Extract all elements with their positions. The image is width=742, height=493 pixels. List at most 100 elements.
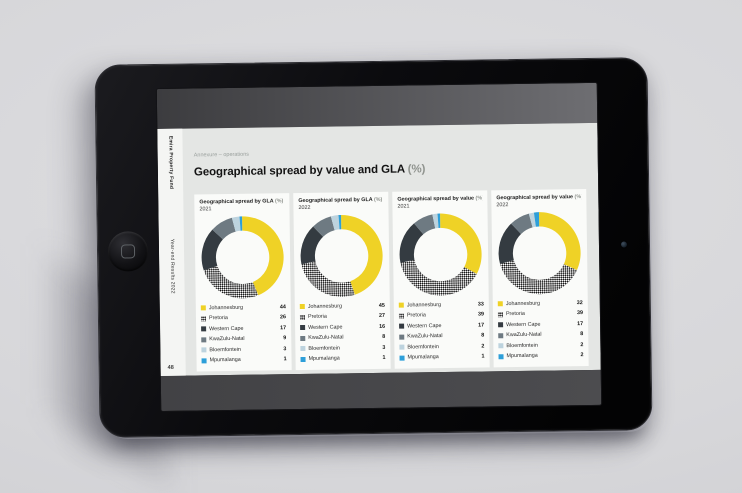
chart-year: 2022 [496, 201, 509, 208]
donut-segment [203, 265, 259, 298]
legend-swatch [299, 314, 306, 320]
donut-segment [511, 213, 533, 234]
donut-segment [301, 260, 355, 297]
legend-swatch [498, 322, 504, 328]
legend-value: 3 [382, 344, 386, 351]
legend-swatch [399, 344, 405, 350]
legend-swatch [498, 354, 504, 360]
chart-year: 2022 [298, 204, 311, 211]
legend-label: Johannesburg [307, 303, 343, 310]
legend-value: 1 [283, 356, 287, 363]
legend-value: 44 [279, 304, 286, 311]
chart-legend: Johannesburg 32 Pretoria 39 Western Cape 17 Kw… [497, 298, 584, 362]
home-button-icon [120, 243, 136, 259]
legend-swatch [399, 355, 405, 361]
legend-value: 26 [279, 314, 287, 321]
legend-swatch [200, 305, 206, 311]
legend-item: Pretoria 27 [299, 311, 385, 323]
chart-title: Geographical spread by value (%) [397, 195, 483, 203]
report-slide: Emira Property Fund Year-end Results 202… [157, 122, 601, 376]
chart-title: Geographical spread by GLA (%) [199, 197, 284, 206]
donut-segment [528, 212, 536, 228]
brand-vertical-label: Emira Property Fund [167, 135, 175, 190]
donut-chart [300, 214, 383, 297]
donut-segment [414, 213, 436, 234]
legend-swatch [497, 301, 503, 307]
chart-panel: Geographical spread by value (%) 2022 Joha… [491, 188, 589, 367]
legend-value: 1 [382, 355, 386, 362]
screen-bottom-letterbox [160, 369, 602, 411]
legend-swatch [398, 313, 404, 319]
breadcrumb: Annexure – operations [193, 151, 250, 159]
legend-value: 3 [283, 346, 287, 353]
tablet-screen: Emira Property Fund Year-end Results 202… [156, 82, 602, 411]
donut-segment [338, 214, 342, 229]
legend-value: 2 [580, 341, 584, 348]
legend-swatch [498, 343, 504, 349]
chart-year: 2021 [397, 203, 410, 210]
donut-chart [399, 213, 482, 296]
page-title: Geographical spread by value and GLA (%) [193, 162, 426, 179]
legend-value: 1 [481, 353, 485, 360]
legend-swatch [299, 304, 305, 310]
legend-value: 16 [379, 323, 386, 330]
legend-swatch [201, 347, 207, 353]
legend-label: Bloemfontein [506, 342, 538, 349]
legend-value: 17 [577, 320, 584, 328]
chart-legend: Johannesburg 33 Pretoria 39 Western Cape 17 Kw… [398, 299, 485, 364]
legend-label: Western Cape [308, 324, 343, 331]
legend-value: 33 [477, 301, 484, 308]
legend-label: KwaZulu-Natal [209, 336, 245, 343]
legend-label: Johannesburg [505, 300, 541, 308]
page-number: 48 [167, 364, 174, 371]
legend-label: Pretoria [307, 314, 327, 321]
chart-year: 2021 [199, 205, 212, 213]
chart-legend: Johannesburg 44 Pretoria 26 Western Cape 17 Kw… [200, 302, 287, 366]
legend-item: Pretoria 26 [200, 312, 287, 324]
legend-swatch [398, 302, 404, 308]
legend-value: 17 [478, 322, 485, 329]
donut-segment [300, 226, 324, 264]
tablet-device: Emira Property Fund Year-end Results 202… [94, 57, 653, 438]
donut-segment [201, 229, 223, 271]
legend-label: Bloemfontein [209, 346, 241, 354]
donut-segment [498, 223, 522, 264]
legend-value: 8 [580, 331, 584, 338]
legend-swatch [300, 356, 306, 362]
legend-label: Johannesburg [208, 304, 244, 312]
legend-swatch [399, 334, 405, 340]
donut-segment [400, 259, 477, 296]
chart-panels: Geographical spread by GLA (%) 2021 Johann… [194, 188, 589, 372]
chart-panel: Geographical spread by GLA (%) 2021 Johann… [194, 192, 292, 372]
legend-item: Mpumalanga 1 [399, 352, 485, 364]
donut-segment [313, 215, 335, 237]
chart-panel: Geographical spread by GLA (%) 2022 Johann… [293, 191, 391, 370]
legend-label: Bloemfontein [308, 345, 340, 352]
home-button[interactable] [107, 230, 149, 272]
legend-value: 39 [477, 311, 484, 318]
legend-value: 8 [382, 334, 386, 341]
legend-label: Western Cape [506, 321, 541, 328]
legend-label: Western Cape [209, 325, 244, 333]
legend-value: 32 [576, 299, 583, 307]
legend-item: Mpumalanga 2 [498, 350, 584, 362]
legend-swatch [201, 337, 207, 343]
donut-segment [242, 215, 284, 295]
legend-swatch [201, 326, 207, 332]
legend-label: KwaZulu-Natal [407, 333, 443, 340]
legend-value: 8 [481, 332, 485, 339]
edition-vertical-label: Year-end Results 2022 [168, 238, 176, 294]
donut-segment [533, 211, 540, 227]
legend-label: Mpumalanga [209, 357, 241, 364]
donut-segment [440, 213, 482, 274]
legend-item: Mpumalanga 1 [201, 354, 287, 366]
legend-swatch [497, 312, 503, 318]
legend-label: Pretoria [208, 315, 228, 322]
legend-swatch [300, 325, 306, 331]
legend-label: Western Cape [407, 322, 442, 330]
legend-label: Bloemfontein [407, 343, 439, 351]
donut-segment [399, 222, 424, 263]
legend-label: Mpumalanga [506, 353, 538, 360]
chart-title: Geographical spread by value (%) [496, 193, 582, 201]
donut-segment [500, 259, 577, 294]
